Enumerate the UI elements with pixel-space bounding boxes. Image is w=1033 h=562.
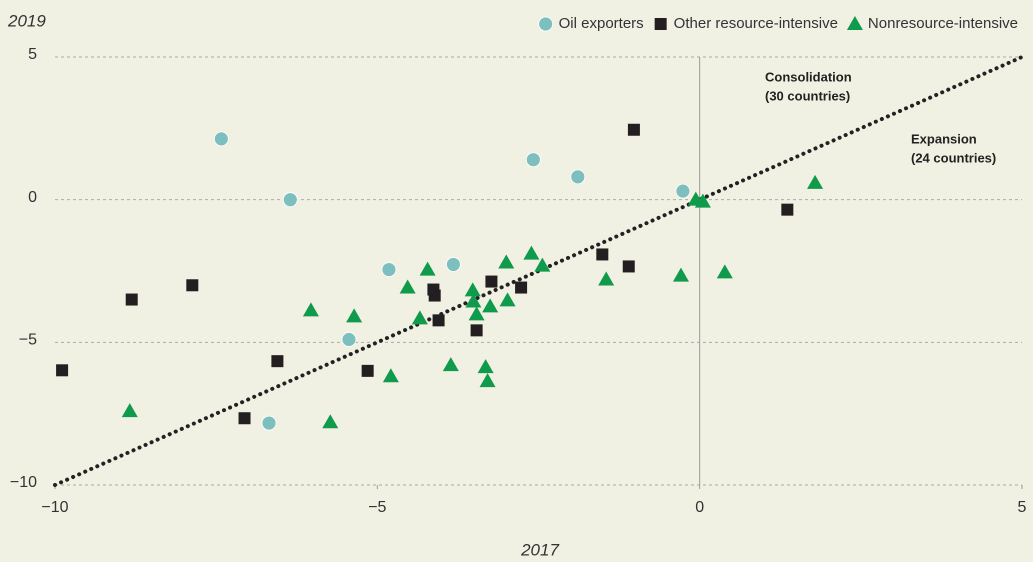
x-tick-label: 0 (695, 499, 704, 516)
point (428, 289, 441, 302)
point (346, 308, 363, 323)
point (781, 203, 794, 216)
annotation: Consolidation (765, 69, 852, 84)
point (341, 332, 357, 347)
legend-label: Oil exporters (559, 15, 644, 32)
legend-marker (654, 18, 667, 30)
point (627, 123, 640, 136)
annotation: Expansion (911, 131, 977, 146)
point (302, 302, 319, 317)
annotation: (24 countries) (911, 150, 996, 165)
point (498, 254, 515, 269)
point (523, 245, 540, 260)
x-tick-label: −5 (368, 499, 386, 516)
point (596, 248, 609, 261)
y-tick-label: −5 (19, 332, 37, 349)
point (470, 324, 483, 337)
legend-marker (846, 16, 863, 30)
point (672, 267, 689, 282)
annotation: (30 countries) (765, 88, 850, 103)
point (499, 292, 516, 307)
y-tick-label: 5 (28, 46, 37, 63)
y-axis-label: 2019 (7, 11, 46, 30)
point (411, 310, 428, 325)
point (361, 364, 374, 377)
y-tick-label: −10 (10, 474, 37, 491)
x-tick-label: −10 (41, 499, 68, 516)
point (432, 314, 445, 327)
x-tick-label: 5 (1018, 499, 1027, 516)
point (238, 412, 251, 425)
point (125, 293, 138, 306)
point (213, 131, 229, 147)
point (716, 264, 733, 279)
point (477, 359, 494, 374)
point (515, 281, 528, 294)
legend-marker (538, 16, 554, 32)
point (468, 306, 485, 321)
legend-label: Nonresource-intensive (868, 15, 1018, 32)
point (322, 414, 339, 429)
point (399, 279, 416, 294)
point (485, 275, 498, 288)
point (261, 415, 277, 431)
legend-label: Other resource-intensive (674, 15, 838, 32)
point (622, 260, 635, 273)
x-axis-label: 2017 (520, 540, 559, 559)
point (465, 293, 482, 308)
point (570, 169, 586, 185)
point (807, 174, 824, 189)
point (464, 282, 481, 297)
point (186, 279, 199, 292)
point (381, 262, 397, 277)
y-tick-label: 0 (28, 189, 37, 206)
point (419, 261, 436, 276)
point (694, 193, 711, 208)
point (534, 257, 551, 272)
point (442, 357, 459, 372)
point (121, 403, 138, 418)
point (446, 257, 461, 272)
point (525, 152, 541, 168)
point (482, 298, 499, 313)
point (382, 368, 399, 383)
point (282, 192, 298, 208)
point (479, 373, 496, 388)
point (598, 271, 615, 286)
point (271, 355, 284, 368)
point (675, 183, 691, 199)
point (56, 364, 69, 377)
